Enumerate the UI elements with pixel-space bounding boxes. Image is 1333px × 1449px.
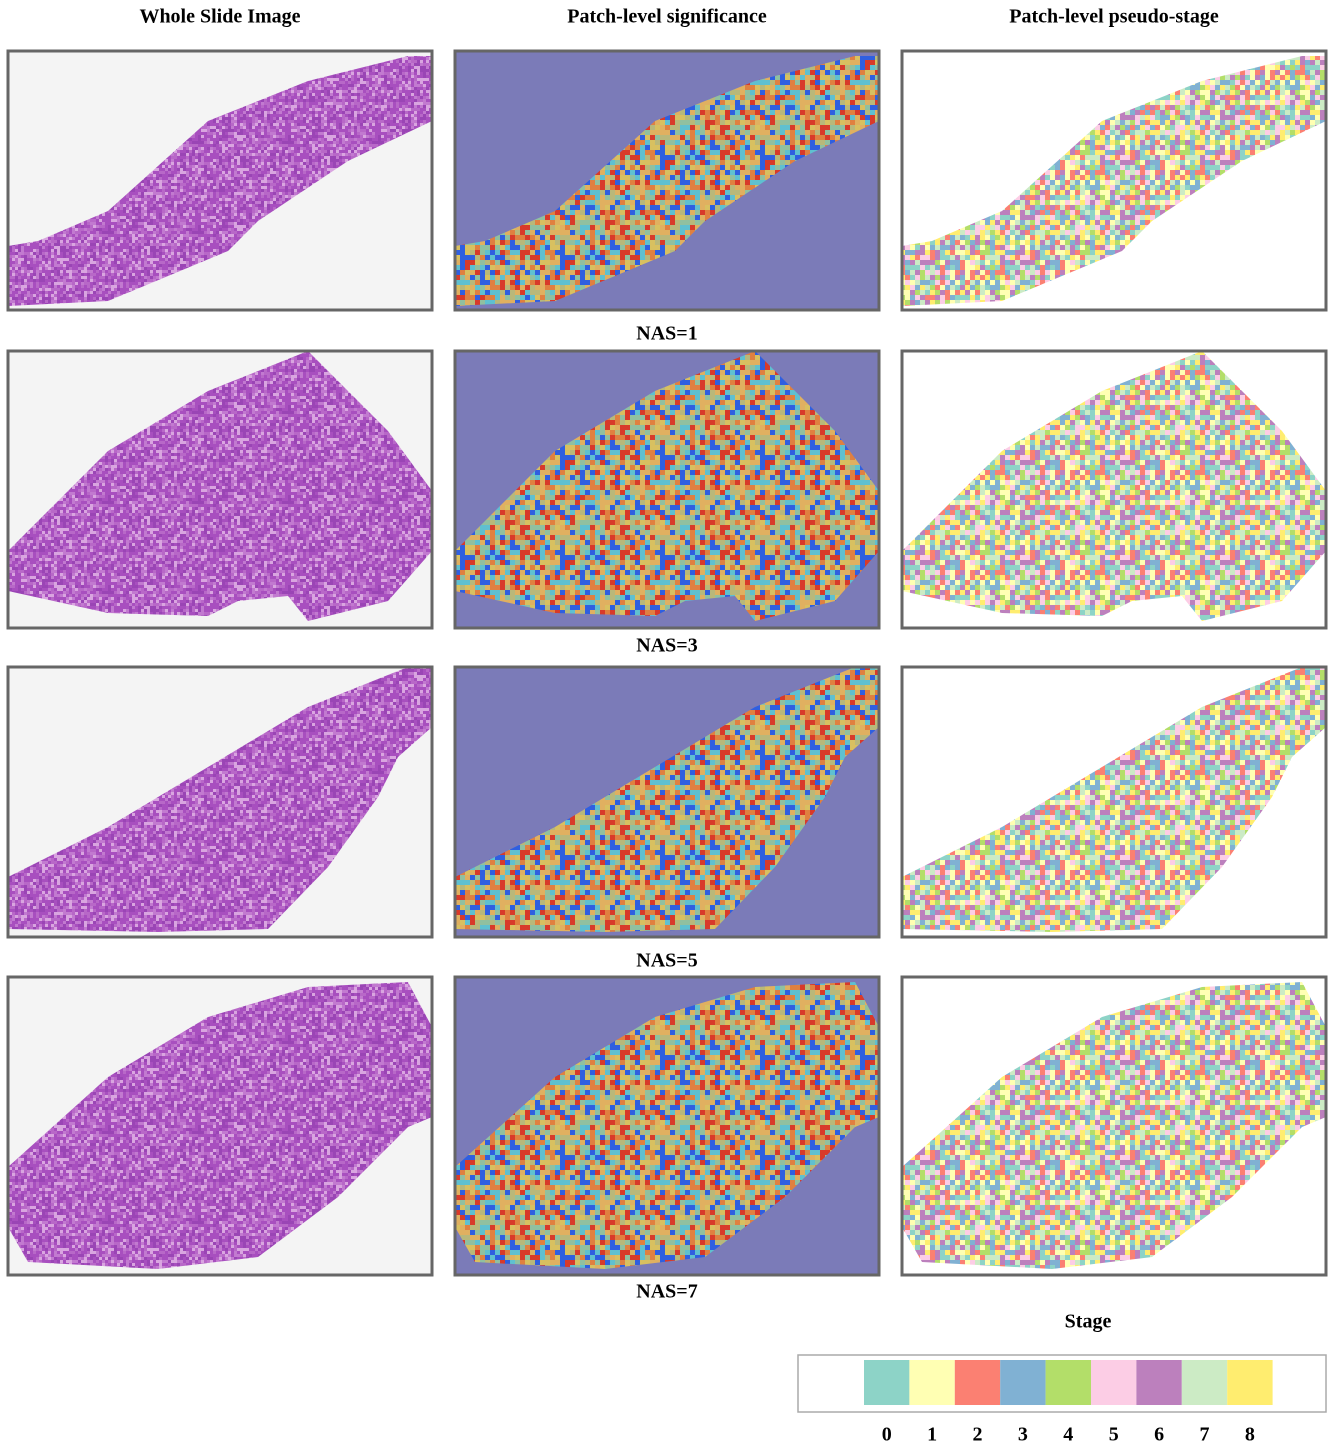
legend-label: 4 xyxy=(1063,1424,1073,1446)
legend-label: 6 xyxy=(1154,1424,1164,1446)
legend-swatch xyxy=(1136,1360,1181,1405)
legend-title: Stage xyxy=(1065,1311,1112,1333)
panel xyxy=(455,51,879,310)
legend-label: 3 xyxy=(1018,1424,1028,1446)
column-header: Whole Slide Image xyxy=(139,6,300,28)
panel xyxy=(902,977,1326,1275)
panel xyxy=(455,351,879,628)
panel xyxy=(902,51,1326,310)
legend-label: 5 xyxy=(1109,1424,1119,1446)
panel xyxy=(455,977,879,1275)
legend-label: 1 xyxy=(927,1424,937,1446)
legend-swatch xyxy=(1046,1360,1091,1405)
legend-swatch xyxy=(1091,1360,1136,1405)
figure: Whole Slide Image Patch-level significanc… xyxy=(0,0,1333,1449)
legend-swatch xyxy=(1227,1360,1272,1405)
panel xyxy=(8,977,432,1275)
panel xyxy=(902,667,1326,937)
panel xyxy=(455,667,879,937)
row-caption: NAS=1 xyxy=(636,323,697,345)
legend-swatch xyxy=(955,1360,1000,1405)
legend-swatch xyxy=(1000,1360,1045,1405)
panel xyxy=(8,51,432,310)
row-caption: NAS=7 xyxy=(636,1281,697,1303)
row-caption: NAS=3 xyxy=(636,635,697,657)
column-header: Patch-level significance xyxy=(567,6,767,28)
legend-swatch xyxy=(864,1360,909,1405)
panel xyxy=(902,351,1326,628)
legend-label: 7 xyxy=(1200,1424,1210,1446)
column-header: Patch-level pseudo-stage xyxy=(1009,6,1219,28)
legend-label: 0 xyxy=(882,1424,892,1446)
row-caption: NAS=5 xyxy=(636,950,697,972)
legend-label: 8 xyxy=(1245,1424,1255,1446)
legend-swatch xyxy=(909,1360,954,1405)
panel xyxy=(8,667,432,937)
legend-label: 2 xyxy=(973,1424,983,1446)
panel xyxy=(8,351,432,628)
legend-swatch xyxy=(1182,1360,1227,1405)
